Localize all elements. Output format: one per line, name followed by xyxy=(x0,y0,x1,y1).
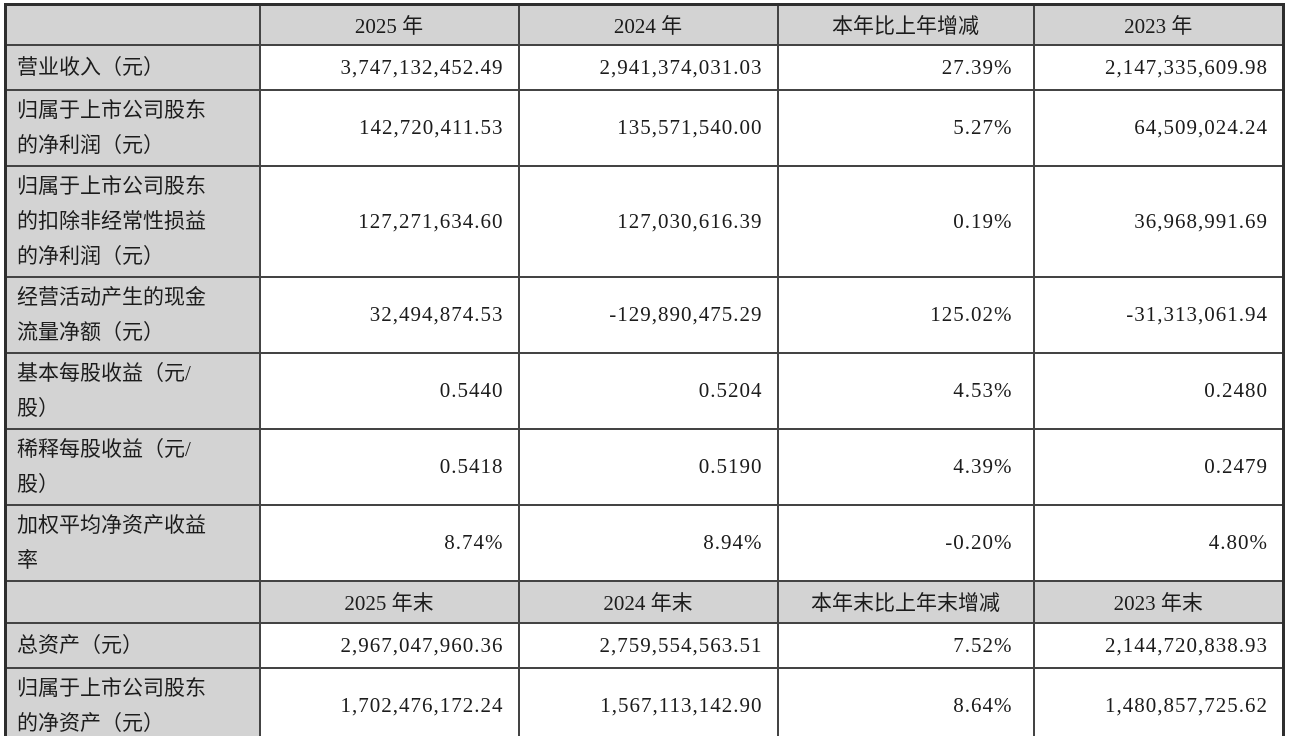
header-year-2023: 2023 年 xyxy=(1032,3,1285,46)
value-yoy-change: 27.39% xyxy=(776,43,1035,91)
value-2024: 0.5190 xyxy=(517,427,779,506)
value-yoy-change: 5.27% xyxy=(776,88,1035,167)
value-2024-end: 2,759,554,563.51 xyxy=(517,621,779,669)
value-2024: 127,030,616.39 xyxy=(517,164,779,278)
value-2025: 0.5418 xyxy=(258,427,520,506)
value-2023-end: 1,480,857,725.62 xyxy=(1032,666,1285,736)
value-2023: 4.80% xyxy=(1032,503,1285,582)
header-row-annual: 2025 年 2024 年 本年比上年增减 2023 年 xyxy=(4,3,1285,46)
row-label: 稀释每股收益（元/ 股） xyxy=(4,427,261,506)
table-row-net-profit-attributable: 归属于上市公司股东 的净利润（元） 142,720,411.53 135,571… xyxy=(4,88,1285,167)
row-label: 归属于上市公司股东 的扣除非经常性损益 的净利润（元） xyxy=(4,164,261,278)
value-yoy-change: 0.19% xyxy=(776,164,1035,278)
value-2024: -129,890,475.29 xyxy=(517,275,779,354)
header-year-end-change: 本年末比上年末增减 xyxy=(776,579,1035,624)
value-2025-end: 1,702,476,172.24 xyxy=(258,666,520,736)
row-label: 归属于上市公司股东 的净资产（元） xyxy=(4,666,261,736)
value-2024: 2,941,374,031.03 xyxy=(517,43,779,91)
header-blank-cell xyxy=(4,3,261,46)
value-2024: 0.5204 xyxy=(517,351,779,430)
value-2024: 135,571,540.00 xyxy=(517,88,779,167)
value-2024: 8.94% xyxy=(517,503,779,582)
financial-summary-table: 2025 年 2024 年 本年比上年增减 2023 年 营业收入（元） 3,7… xyxy=(4,3,1285,736)
value-2025: 127,271,634.60 xyxy=(258,164,520,278)
value-2023-end: 2,144,720,838.93 xyxy=(1032,621,1285,669)
value-2025: 0.5440 xyxy=(258,351,520,430)
header-year-end-2024: 2024 年末 xyxy=(517,579,779,624)
table-row-net-profit-excl-nonrecurring: 归属于上市公司股东 的扣除非经常性损益 的净利润（元） 127,271,634.… xyxy=(4,164,1285,278)
value-2024-end: 1,567,113,142.90 xyxy=(517,666,779,736)
value-2023: 2,147,335,609.98 xyxy=(1032,43,1285,91)
header-row-year-end: 2025 年末 2024 年末 本年末比上年末增减 2023 年末 xyxy=(4,579,1285,624)
value-2023: 0.2479 xyxy=(1032,427,1285,506)
header-year-end-2025: 2025 年末 xyxy=(258,579,520,624)
value-2023: -31,313,061.94 xyxy=(1032,275,1285,354)
value-yoy-change: 125.02% xyxy=(776,275,1035,354)
row-label: 基本每股收益（元/ 股） xyxy=(4,351,261,430)
value-2025: 3,747,132,452.49 xyxy=(258,43,520,91)
table-row-operating-cash-flow: 经营活动产生的现金 流量净额（元） 32,494,874.53 -129,890… xyxy=(4,275,1285,354)
value-2023: 64,509,024.24 xyxy=(1032,88,1285,167)
header-year-2025: 2025 年 xyxy=(258,3,520,46)
table-row-net-assets-attributable: 归属于上市公司股东 的净资产（元） 1,702,476,172.24 1,567… xyxy=(4,666,1285,736)
value-2025: 32,494,874.53 xyxy=(258,275,520,354)
row-label: 归属于上市公司股东 的净利润（元） xyxy=(4,88,261,167)
row-label: 加权平均净资产收益 率 xyxy=(4,503,261,582)
header-year-end-2023: 2023 年末 xyxy=(1032,579,1285,624)
header-yoy-change: 本年比上年增减 xyxy=(776,3,1035,46)
value-2025: 8.74% xyxy=(258,503,520,582)
header-blank-cell xyxy=(4,579,261,624)
value-yoy-change: -0.20% xyxy=(776,503,1035,582)
value-yoy-change: 4.39% xyxy=(776,427,1035,506)
table-row-diluted-eps: 稀释每股收益（元/ 股） 0.5418 0.5190 4.39% 0.2479 xyxy=(4,427,1285,506)
table-row-total-assets: 总资产（元） 2,967,047,960.36 2,759,554,563.51… xyxy=(4,621,1285,669)
header-year-2024: 2024 年 xyxy=(517,3,779,46)
value-2025: 142,720,411.53 xyxy=(258,88,520,167)
value-yoy-change: 4.53% xyxy=(776,351,1035,430)
value-2023: 0.2480 xyxy=(1032,351,1285,430)
value-year-end-change: 8.64% xyxy=(776,666,1035,736)
value-2023: 36,968,991.69 xyxy=(1032,164,1285,278)
table-row-basic-eps: 基本每股收益（元/ 股） 0.5440 0.5204 4.53% 0.2480 xyxy=(4,351,1285,430)
value-year-end-change: 7.52% xyxy=(776,621,1035,669)
table-row-operating-revenue: 营业收入（元） 3,747,132,452.49 2,941,374,031.0… xyxy=(4,43,1285,91)
row-label: 总资产（元） xyxy=(4,621,261,669)
table-row-weighted-avg-roe: 加权平均净资产收益 率 8.74% 8.94% -0.20% 4.80% xyxy=(4,503,1285,582)
row-label: 经营活动产生的现金 流量净额（元） xyxy=(4,275,261,354)
value-2025-end: 2,967,047,960.36 xyxy=(258,621,520,669)
row-label: 营业收入（元） xyxy=(4,43,261,91)
